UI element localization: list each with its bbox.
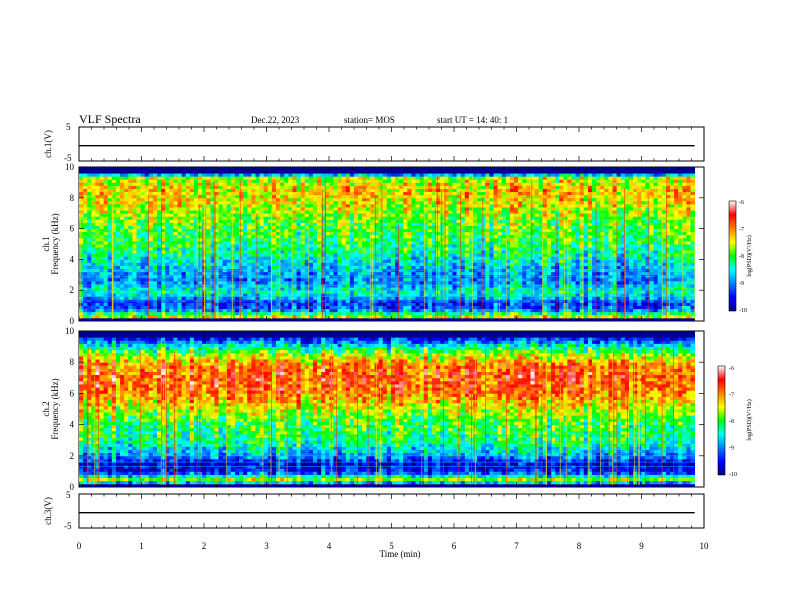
- ch2-ytick-label: 10: [65, 326, 75, 336]
- colorbar-tick-label: -7: [729, 393, 734, 399]
- ch3-ytick-bottom: -5: [64, 521, 72, 531]
- x-tick-label: 8: [577, 541, 582, 551]
- x-tick-label: 7: [514, 541, 519, 551]
- ch2-spectrogram-panel: ch.2 Frequency (kHz): [41, 330, 705, 488]
- ch2-frequency-label: Frequency (kHz): [50, 378, 60, 439]
- ch2-ytick-label: 2: [70, 451, 75, 461]
- ch1-ytick-label: 4: [70, 254, 75, 264]
- start-time-label: start UT = 14: 40: 1: [437, 115, 508, 125]
- ch3-ylabel: ch.3(V): [43, 497, 53, 525]
- colorbar-tick-label: -8: [739, 254, 744, 260]
- ch1-ytick-bottom: -5: [64, 153, 72, 163]
- colorbar-tick-label: -10: [739, 308, 747, 314]
- ch1-spectrogram-image: [79, 167, 696, 322]
- colorbar-tick-label: -10: [729, 472, 737, 478]
- colorbar-tick-label: -9: [729, 446, 734, 452]
- ch2-ytick-label: 4: [70, 420, 75, 430]
- station-label: station= MOS: [344, 115, 395, 125]
- x-tick-label: 2: [202, 541, 207, 551]
- ch2-ytick-label: 8: [70, 357, 75, 367]
- ch2-channel-label: ch.2: [41, 401, 51, 416]
- colorbar-tick-label: -7: [739, 227, 744, 233]
- ch1-ytick-label: 6: [70, 224, 75, 234]
- x-tick-label: 1: [139, 541, 144, 551]
- ch1-ytick-label: 0: [70, 316, 75, 326]
- colorbar-tick-label: -6: [729, 366, 734, 372]
- x-tick-label: 0: [77, 541, 82, 551]
- x-tick-label: 5: [389, 541, 394, 551]
- ch1-spectrogram-panel: ch.1 Frequency (kHz): [41, 166, 705, 322]
- colorbar-tick-label: -8: [729, 419, 734, 425]
- ch1-colorbar-label: log(PSD)(V²/Hz): [746, 235, 753, 276]
- ch1-waveform-panel: 5 -5 ch.1(V): [43, 122, 705, 163]
- colorbar-tick-label: -9: [739, 281, 744, 287]
- figure-title: VLF Spectra: [79, 112, 141, 126]
- ch2-spectrogram-image: [79, 331, 696, 488]
- ch2-colorbar: log(PSD)(V²/Hz) -6 -7 -8 -9 -10: [717, 365, 753, 478]
- ch1-ytick-label: 8: [70, 193, 75, 203]
- x-tick-label: 3: [264, 541, 269, 551]
- date-label: Dec.22, 2023: [251, 115, 300, 125]
- ch2-ytick-label: 0: [70, 482, 75, 492]
- ch2-ytick-label: 6: [70, 388, 75, 398]
- ch1-channel-label: ch.1: [41, 236, 51, 251]
- x-tick-label: 9: [639, 541, 644, 551]
- colorbar-tick-label: -6: [739, 200, 744, 206]
- ch3-ytick-top: 5: [66, 490, 71, 500]
- ch3-waveform-panel: 5 -5 ch.3(V): [43, 490, 705, 531]
- ch1-frequency-label: Frequency (kHz): [50, 213, 60, 274]
- ch2-colorbar-label: log(PSD)(V²/Hz): [746, 399, 753, 440]
- ch1-ylabel: ch.1(V): [43, 130, 53, 158]
- x-axis-label: Time (min): [380, 549, 421, 559]
- ch1-ytick-label: 2: [70, 285, 75, 295]
- ch1-ytick-top: 5: [66, 122, 71, 132]
- x-tick-label: 10: [700, 541, 710, 551]
- x-tick-label: 4: [327, 541, 332, 551]
- ch1-ytick-label: 10: [65, 162, 75, 172]
- ch1-colorbar: log(PSD)(V²/Hz) -6 -7 -8 -9 -10: [728, 200, 753, 314]
- x-tick-label: 6: [452, 541, 457, 551]
